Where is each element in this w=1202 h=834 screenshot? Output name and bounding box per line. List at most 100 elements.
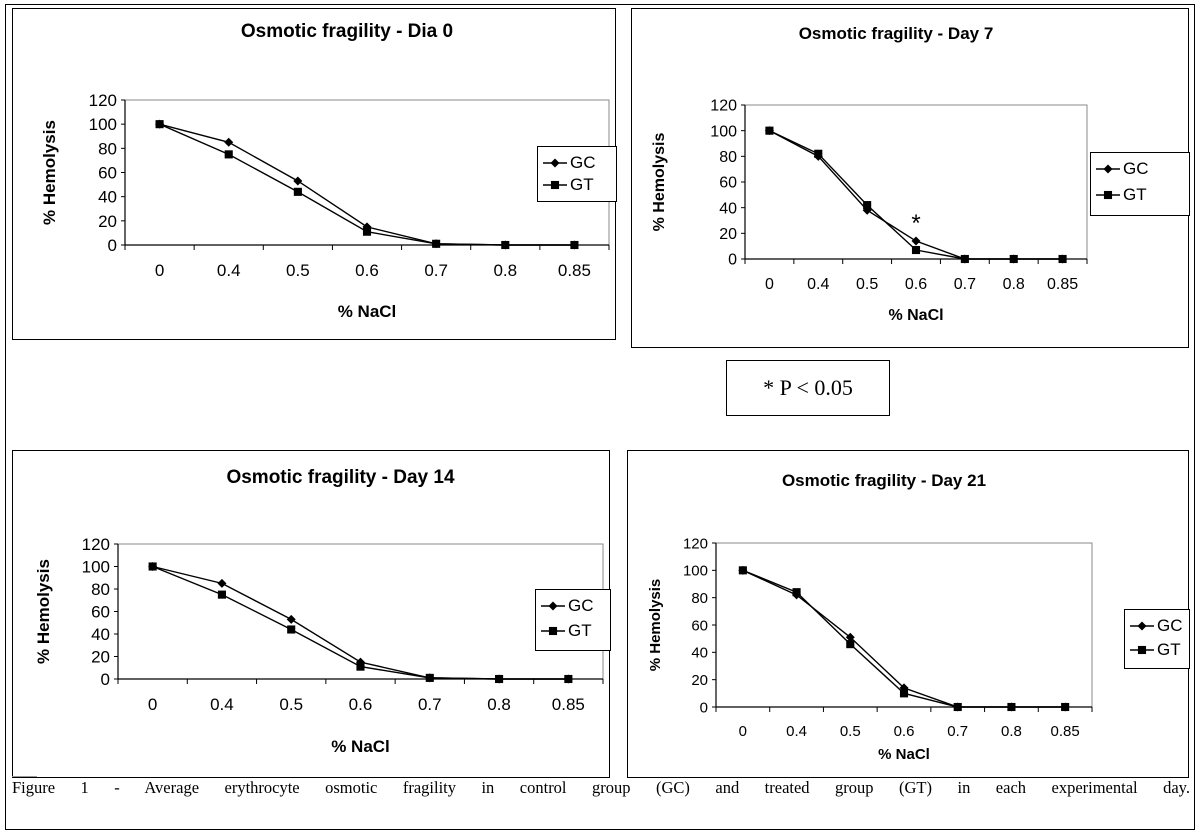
chart-svg: 0 20 40 60 80 100 120 0 0.4 0.5 0.6 0.7 0.8 0.85 Osmot…: [647, 471, 1093, 763]
y-tick-label: 120: [89, 91, 117, 110]
data-point-gt: [425, 673, 434, 682]
legend-item-gc: GC: [1129, 616, 1183, 636]
plot-area: [715, 542, 1093, 708]
figure-caption: Figure 1 - Average erythrocyte osmotic f…: [12, 778, 1190, 797]
data-point-gc: [845, 632, 855, 642]
caption-separator: [12, 776, 37, 777]
legend-swatch-gc: [543, 158, 567, 168]
legend-item-gt: GT: [1095, 185, 1147, 205]
data-point-gt: [814, 149, 823, 158]
x-tick-label: 0.7: [947, 723, 968, 740]
data-point-gc: [286, 614, 296, 624]
chart-panel-day-0: 0 20 40 60 80 100 120 0 0.4 0.5 0.6 0.7 0.8 0.85 Osmot…: [12, 8, 617, 340]
legend-label: GT: [570, 175, 594, 194]
significance-note: * P < 0.05: [726, 360, 890, 416]
x-tick-label: 0.5: [279, 695, 303, 714]
chart-panel-day-21: 0 20 40 60 80 100 120 0 0.4 0.5 0.6 0.7 0.8 0.85 Osmot…: [627, 450, 1190, 778]
x-tick-label: 0: [765, 276, 774, 293]
data-point-gt: [495, 674, 504, 684]
x-tick-label: 0.8: [1003, 276, 1025, 293]
y-tick-label: 20: [91, 647, 110, 666]
x-tick-label: 0.5: [856, 276, 878, 293]
legend-marker: [550, 180, 560, 190]
x-tick-label: 0: [155, 261, 164, 280]
y-axis-label: % Hemolysis: [651, 133, 668, 232]
legend-marker: [1137, 645, 1147, 655]
y-tick-label: 20: [719, 226, 737, 243]
legend-marker: [1137, 621, 1147, 631]
y-tick-label: 120: [82, 535, 110, 554]
legend-marker: [548, 601, 558, 611]
legend-label: GC: [568, 596, 594, 615]
data-point-gt: [570, 240, 579, 250]
x-tick-label: 0.4: [210, 695, 234, 714]
data-point-gc: [293, 176, 303, 186]
y-tick-label: 40: [91, 625, 110, 644]
legend-swatch-gt: [541, 626, 565, 636]
legend-item-gc: GC: [1095, 159, 1149, 179]
chart-legend: GC GT: [535, 589, 611, 651]
data-point-gt: [564, 674, 573, 684]
chart-title: Osmotic fragility - Day 14: [226, 467, 455, 488]
y-tick-label: 100: [82, 557, 110, 576]
legend-swatch-gc: [541, 601, 565, 611]
figure-frame: [5, 4, 1195, 830]
x-tick-label: 0.6: [349, 695, 373, 714]
y-tick-label: 0: [108, 236, 117, 255]
legend-marker: [550, 158, 560, 168]
data-point-gc: [224, 137, 234, 147]
x-tick-label: 0.6: [355, 261, 379, 280]
legend-swatch-gt: [1096, 190, 1120, 200]
x-tick-label: 0: [739, 723, 747, 740]
legend-marker: [548, 626, 558, 636]
x-tick-label: 0.85: [1047, 276, 1078, 293]
chart-panel-day-14: 0 20 40 60 80 100 120 0 0.4 0.5 0.6 0.7 0.8 0.85 Osmot…: [12, 450, 611, 778]
x-axis-label: % NaCl: [338, 302, 397, 321]
y-tick-label: 0: [700, 699, 708, 716]
chart-title: Osmotic fragility - Dia 0: [241, 21, 453, 42]
x-tick-label: 0.4: [217, 261, 241, 280]
data-point-gt: [911, 245, 921, 255]
legend-marker: [1103, 190, 1113, 200]
x-axis-label: % NaCl: [888, 307, 943, 324]
chart-panel-day-7: 0 20 40 60 80 100 120 0 0.4 0.5 0.6 0.7 0.8 0.85 * Osmo…: [631, 8, 1190, 348]
y-tick-label: 20: [691, 672, 708, 689]
data-point-gt: [792, 588, 801, 597]
x-tick-label: 0.85: [552, 695, 585, 714]
data-point-gt: [501, 240, 510, 250]
y-tick-label: 80: [91, 580, 110, 599]
x-tick-label: 0.7: [424, 261, 448, 280]
x-tick-label: 0.5: [286, 261, 310, 280]
x-tick-label: 0.7: [954, 276, 976, 293]
data-point-gt: [960, 254, 969, 264]
data-point-gt: [1061, 702, 1070, 712]
y-tick-label: 120: [710, 98, 737, 115]
data-point-gt: [863, 201, 872, 210]
y-axis-label: % Hemolysis: [34, 559, 53, 664]
x-tick-label: 0: [148, 695, 157, 714]
y-tick-label: 100: [683, 563, 708, 580]
data-point-gt: [155, 120, 164, 129]
legend-item-gt: GT: [1129, 640, 1181, 660]
legend-label: GT: [568, 621, 592, 640]
x-tick-label: 0.85: [1051, 723, 1080, 740]
y-tick-label: 60: [691, 617, 708, 634]
y-tick-label: 0: [101, 670, 110, 689]
legend-item-gc: GC: [540, 596, 594, 616]
y-axis-label: % Hemolysis: [647, 579, 664, 672]
legend-swatch-gt: [1130, 645, 1154, 655]
y-tick-label: 20: [98, 212, 117, 231]
chart-title: Osmotic fragility - Day 21: [782, 471, 986, 490]
legend-label: GC: [570, 153, 596, 172]
data-point-gt: [432, 239, 441, 248]
legend-item-gt: GT: [542, 175, 594, 195]
x-axis-label: % NaCl: [878, 746, 930, 763]
legend-label: GC: [1157, 616, 1183, 635]
y-tick-label: 40: [98, 188, 117, 207]
y-tick-label: 80: [719, 149, 737, 166]
x-tick-label: 0.6: [905, 276, 927, 293]
x-tick-label: 0.4: [786, 723, 807, 740]
y-tick-label: 40: [719, 200, 737, 217]
chart-legend: GC GT: [1090, 152, 1190, 216]
y-tick-label: 60: [91, 602, 110, 621]
